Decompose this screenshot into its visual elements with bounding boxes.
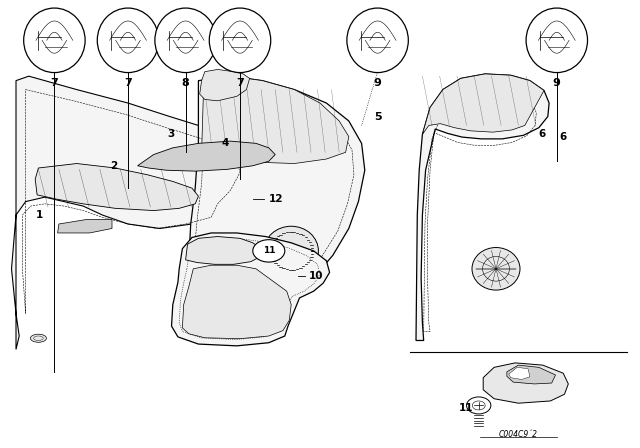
Polygon shape: [509, 367, 530, 379]
Text: C004C9´2: C004C9´2: [499, 430, 538, 439]
Text: 5: 5: [374, 112, 381, 122]
Text: 11: 11: [459, 403, 474, 413]
Text: 3: 3: [168, 129, 175, 139]
Ellipse shape: [472, 247, 520, 290]
Circle shape: [467, 397, 491, 414]
Polygon shape: [182, 265, 291, 339]
Polygon shape: [200, 69, 250, 101]
Ellipse shape: [209, 8, 271, 73]
Polygon shape: [483, 363, 568, 403]
Polygon shape: [416, 74, 549, 340]
Circle shape: [253, 240, 285, 262]
Ellipse shape: [264, 226, 319, 276]
Ellipse shape: [31, 334, 46, 342]
Polygon shape: [172, 233, 330, 346]
Polygon shape: [202, 76, 349, 164]
Text: 11: 11: [262, 246, 275, 255]
Text: 2: 2: [110, 161, 117, 171]
Text: 4: 4: [221, 138, 229, 148]
Text: 9: 9: [553, 78, 561, 88]
Text: 1: 1: [36, 210, 44, 220]
Text: 12: 12: [269, 194, 284, 204]
Ellipse shape: [97, 8, 159, 73]
Text: 7: 7: [51, 78, 58, 88]
Polygon shape: [58, 220, 112, 233]
Ellipse shape: [155, 8, 216, 73]
Text: 7: 7: [236, 78, 244, 88]
Ellipse shape: [526, 8, 588, 73]
Text: 8: 8: [182, 78, 189, 88]
Polygon shape: [422, 74, 544, 134]
Text: 7: 7: [124, 78, 132, 88]
Text: 10: 10: [309, 271, 324, 280]
Ellipse shape: [24, 8, 85, 73]
Polygon shape: [12, 76, 246, 349]
Text: 6: 6: [559, 132, 566, 142]
Text: 9: 9: [374, 78, 381, 88]
Polygon shape: [186, 237, 261, 264]
Polygon shape: [507, 365, 556, 384]
Polygon shape: [189, 76, 365, 323]
Polygon shape: [35, 164, 198, 211]
Polygon shape: [138, 141, 275, 171]
Text: 6: 6: [539, 129, 546, 139]
Ellipse shape: [347, 8, 408, 73]
